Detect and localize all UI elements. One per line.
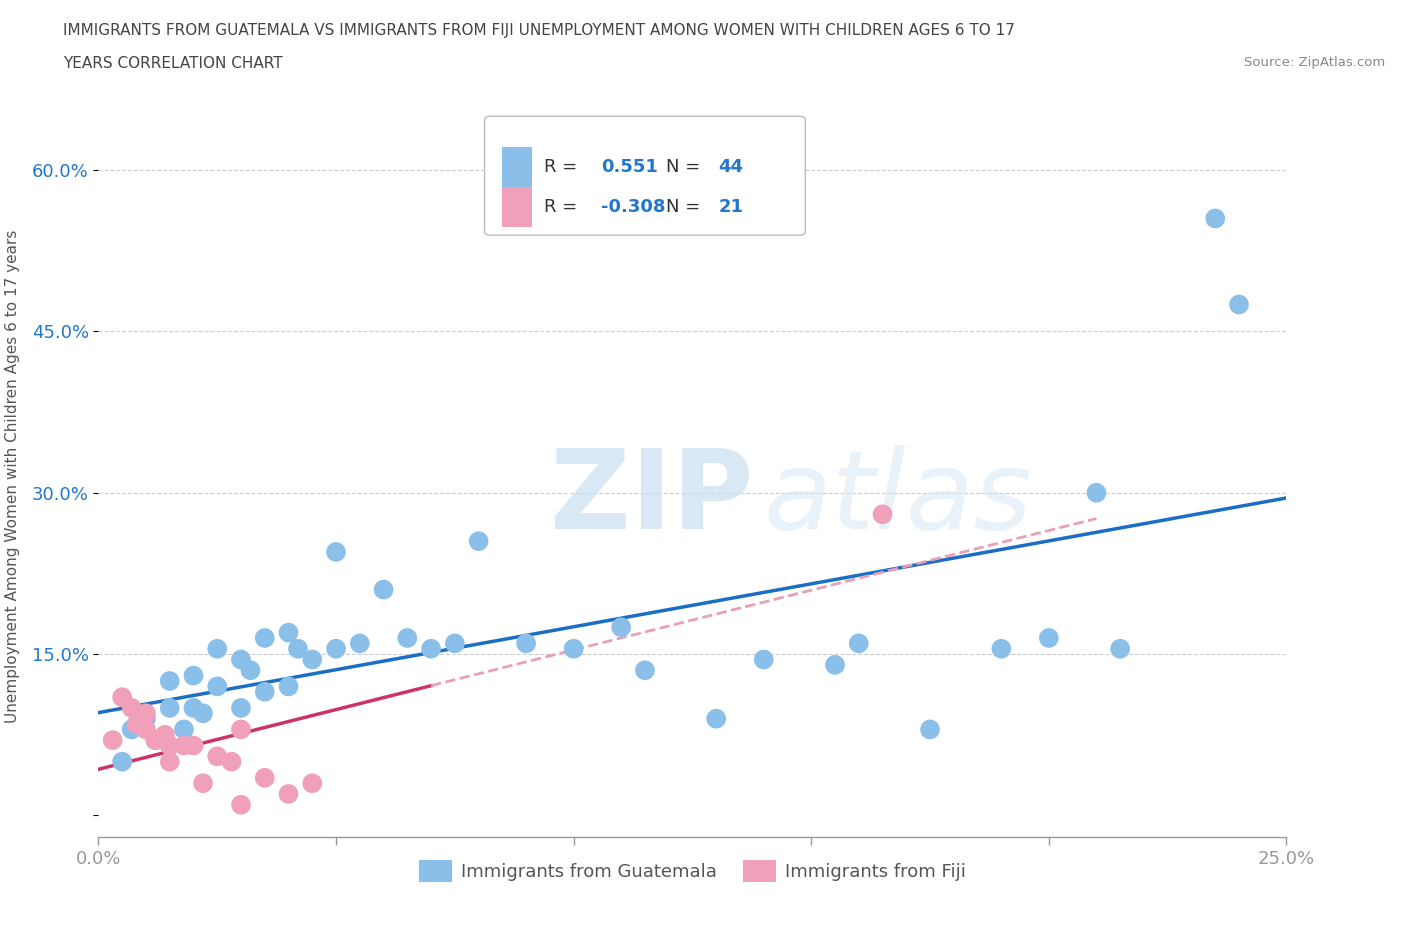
Point xyxy=(287,642,309,657)
Point xyxy=(1038,631,1060,645)
Point xyxy=(207,642,229,657)
Point xyxy=(239,663,262,678)
Point xyxy=(253,770,276,785)
Point xyxy=(229,797,252,812)
FancyBboxPatch shape xyxy=(502,187,531,227)
Text: 0.551: 0.551 xyxy=(600,158,658,176)
Point xyxy=(1109,642,1132,657)
Point xyxy=(824,658,846,672)
Point xyxy=(1204,211,1226,226)
Point xyxy=(135,722,157,737)
Point xyxy=(121,722,143,737)
Point xyxy=(444,636,467,651)
Point xyxy=(373,582,395,597)
FancyBboxPatch shape xyxy=(502,147,531,187)
Point xyxy=(121,700,143,715)
Point xyxy=(229,652,252,667)
Point xyxy=(515,636,537,651)
Point xyxy=(221,754,243,769)
Legend: Immigrants from Guatemala, Immigrants from Fiji: Immigrants from Guatemala, Immigrants fr… xyxy=(412,853,973,889)
Point xyxy=(253,631,276,645)
Point xyxy=(159,673,181,688)
Point xyxy=(752,652,775,667)
Text: ZIP: ZIP xyxy=(550,445,754,551)
Point xyxy=(229,700,252,715)
Point xyxy=(920,722,942,737)
Text: 44: 44 xyxy=(718,158,744,176)
Point xyxy=(135,711,157,726)
Text: atlas: atlas xyxy=(763,445,1032,551)
FancyBboxPatch shape xyxy=(485,116,806,235)
Text: N =: N = xyxy=(666,198,706,216)
Point xyxy=(301,776,323,790)
Point xyxy=(111,754,134,769)
Text: Source: ZipAtlas.com: Source: ZipAtlas.com xyxy=(1244,56,1385,69)
Text: IMMIGRANTS FROM GUATEMALA VS IMMIGRANTS FROM FIJI UNEMPLOYMENT AMONG WOMEN WITH : IMMIGRANTS FROM GUATEMALA VS IMMIGRANTS … xyxy=(63,23,1015,38)
Text: R =: R = xyxy=(544,158,583,176)
Point xyxy=(191,776,214,790)
Text: R =: R = xyxy=(544,198,583,216)
Point xyxy=(467,534,489,549)
Point xyxy=(277,625,299,640)
Point xyxy=(301,652,323,667)
Point xyxy=(325,544,347,559)
Point xyxy=(159,700,181,715)
Point xyxy=(183,738,205,753)
Point xyxy=(229,722,252,737)
Text: N =: N = xyxy=(666,158,706,176)
Point xyxy=(277,787,299,802)
Point xyxy=(173,722,195,737)
Text: -0.308: -0.308 xyxy=(600,198,665,216)
Point xyxy=(207,749,229,764)
Point xyxy=(159,738,181,753)
Point xyxy=(173,738,195,753)
Point xyxy=(145,733,167,748)
Point xyxy=(253,684,276,699)
Point xyxy=(848,636,870,651)
Text: YEARS CORRELATION CHART: YEARS CORRELATION CHART xyxy=(63,56,283,71)
Point xyxy=(325,642,347,657)
Point xyxy=(183,668,205,683)
Point xyxy=(396,631,419,645)
Point xyxy=(183,700,205,715)
Point xyxy=(101,733,124,748)
Point xyxy=(125,717,148,732)
Point xyxy=(349,636,371,651)
Point xyxy=(153,727,176,742)
Point xyxy=(277,679,299,694)
Point xyxy=(634,663,657,678)
Point xyxy=(159,754,181,769)
Point xyxy=(704,711,727,726)
Point xyxy=(1085,485,1108,500)
Point xyxy=(207,679,229,694)
Point xyxy=(990,642,1012,657)
Point xyxy=(562,642,585,657)
Point xyxy=(135,706,157,721)
Point xyxy=(145,733,167,748)
Point xyxy=(111,690,134,705)
Point xyxy=(872,507,894,522)
Point xyxy=(1227,297,1250,312)
Point xyxy=(191,706,214,721)
Text: 21: 21 xyxy=(718,198,744,216)
Point xyxy=(610,619,633,634)
Y-axis label: Unemployment Among Women with Children Ages 6 to 17 years: Unemployment Among Women with Children A… xyxy=(6,230,21,724)
Point xyxy=(420,642,443,657)
